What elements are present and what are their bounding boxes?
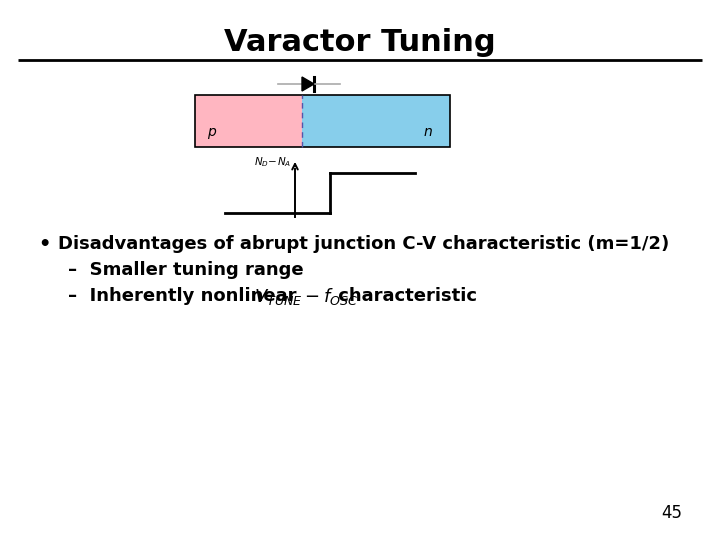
Text: –  Smaller tuning range: – Smaller tuning range — [68, 261, 304, 279]
Text: characteristic: characteristic — [332, 287, 477, 305]
Text: $N_D\!-\!N_A$: $N_D\!-\!N_A$ — [253, 155, 291, 169]
Polygon shape — [302, 77, 314, 91]
Text: n: n — [423, 125, 432, 139]
Text: Varactor Tuning: Varactor Tuning — [224, 28, 496, 57]
Text: p: p — [207, 125, 216, 139]
Text: •: • — [38, 235, 50, 254]
Bar — [302, 95, 450, 147]
Text: –  Inherently nonlinear: – Inherently nonlinear — [68, 287, 302, 305]
Text: 45: 45 — [662, 504, 683, 522]
Text: Disadvantages of abrupt junction C-V characteristic (m=1/2): Disadvantages of abrupt junction C-V cha… — [58, 235, 670, 253]
Text: $V_{TUNE}-f_{OSC}$: $V_{TUNE}-f_{OSC}$ — [254, 286, 359, 307]
Bar — [195, 95, 450, 147]
Bar — [195, 95, 302, 147]
